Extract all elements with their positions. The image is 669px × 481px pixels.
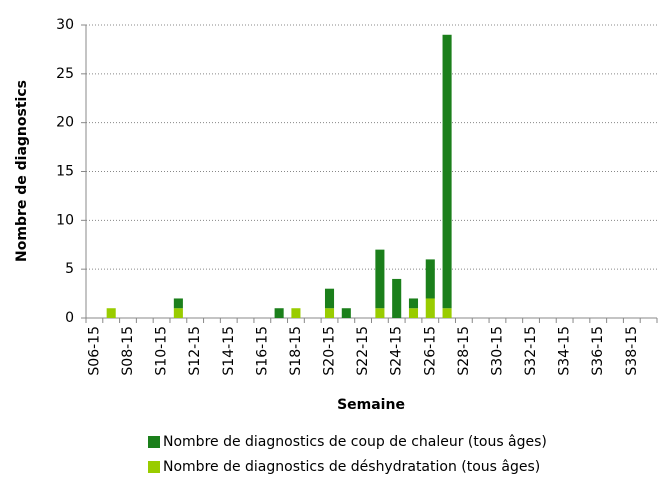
x-tick-label: S34-15 [557,326,573,376]
x-tick-label: S10-15 [154,326,170,376]
legend-swatch [148,436,160,448]
legend-label: Nombre de diagnostics de coup de chaleur… [163,434,547,450]
legend-swatch [148,461,160,473]
bar [408,308,419,318]
x-tick-label: S28-15 [456,326,472,376]
x-tick-label: S32-15 [523,326,539,376]
y-tick-label: 10 [56,212,74,228]
x-tick-label: S14-15 [221,326,237,376]
y-tick-label: 30 [56,17,74,33]
y-tick-label: 0 [65,310,74,326]
x-tick-label: S22-15 [355,326,371,376]
bar [442,34,452,309]
bar [173,308,183,318]
x-tick-label: S38-15 [624,326,640,376]
x-tick-label: S26-15 [422,326,438,376]
bar [106,308,116,318]
bar [375,249,385,309]
x-tick-label: S12-15 [187,326,203,376]
x-tick-label: S30-15 [489,326,505,376]
x-axis-title: Semaine [337,397,405,413]
x-tick-label: S16-15 [254,326,270,376]
y-tick-label: 15 [56,164,74,180]
bar [425,259,435,299]
x-tick-label: S24-15 [389,326,405,376]
x-tick-label: S06-15 [86,326,102,376]
bar [324,288,335,309]
legend-label: Nombre de diagnostics de déshydratation … [163,459,540,475]
bar [375,308,385,318]
x-tick-label: S20-15 [322,326,338,376]
x-tick-label: S36-15 [590,326,606,376]
x-tick-label: S18-15 [288,326,304,376]
bar [324,308,335,318]
bar [173,298,183,309]
bar [274,308,284,318]
bar [408,298,419,309]
bar [425,298,435,318]
bar [392,278,402,318]
bar [442,308,452,318]
bar [341,308,351,318]
y-tick-label: 20 [56,115,74,131]
bar [291,308,301,318]
y-axis-title: Nombre de diagnostics [14,80,30,262]
y-tick-label: 5 [65,261,74,277]
y-tick-label: 25 [56,66,74,82]
x-tick-label: S08-15 [120,326,136,376]
